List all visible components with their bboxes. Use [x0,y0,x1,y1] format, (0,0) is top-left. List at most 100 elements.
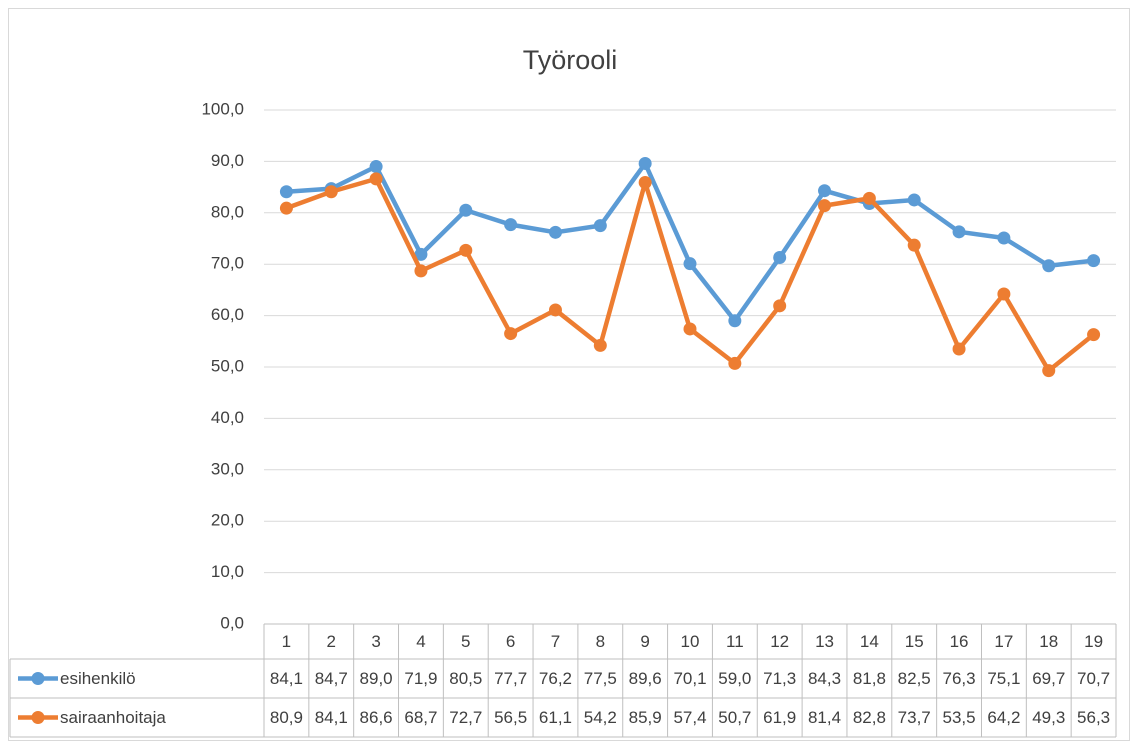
x-tick-label: 11 [726,632,744,651]
data-label: 84,7 [315,669,348,688]
data-label: 89,6 [629,669,662,688]
marker [773,251,787,265]
marker [459,243,473,257]
marker [997,287,1011,301]
data-label: 77,5 [584,669,617,688]
data-label: 57,4 [673,708,706,727]
marker [952,225,966,239]
data-label: 69,7 [1032,669,1065,688]
data-label: 82,8 [853,708,886,727]
marker [638,175,652,189]
marker [548,303,562,317]
marker [1042,259,1056,273]
x-tick-label: 14 [860,632,879,651]
data-label: 76,2 [539,669,572,688]
marker [683,322,697,336]
marker [638,156,652,170]
data-label: 61,1 [539,708,572,727]
x-tick-label: 17 [994,632,1013,651]
x-tick-label: 1 [282,632,291,651]
data-label: 84,1 [315,708,348,727]
x-tick-label: 9 [640,632,649,651]
y-tick-label: 20,0 [211,511,244,530]
x-tick-label: 4 [416,632,425,651]
marker [593,338,607,352]
data-label: 80,5 [449,669,482,688]
y-tick-label: 40,0 [211,408,244,427]
marker [369,172,383,186]
marker [907,238,921,252]
marker [414,247,428,261]
y-tick-label: 60,0 [211,305,244,324]
x-tick-label: 19 [1084,632,1103,651]
marker [324,185,338,199]
y-tick-label: 0,0 [220,613,244,632]
marker [414,264,428,278]
data-label: 81,8 [853,669,886,688]
chart-frame [8,8,1130,741]
marker [907,193,921,207]
data-label: 75,1 [987,669,1020,688]
marker [1087,254,1101,268]
y-tick-label: 50,0 [211,356,244,375]
marker [369,160,383,174]
marker [1042,364,1056,378]
x-tick-label: 7 [551,632,560,651]
marker [818,199,832,213]
data-label: 59,0 [718,669,751,688]
marker [997,231,1011,245]
marker [504,218,518,232]
marker [728,356,742,370]
x-tick-label: 8 [596,632,605,651]
data-label: 77,7 [494,669,527,688]
x-tick-label: 12 [770,632,789,651]
y-tick-label: 30,0 [211,459,244,478]
y-tick-label: 10,0 [211,562,244,581]
x-tick-label: 15 [905,632,924,651]
marker [279,185,293,199]
marker [593,219,607,233]
legend-key [31,711,45,724]
data-label: 82,5 [898,669,931,688]
y-tick-label: 70,0 [211,254,244,273]
marker [683,257,697,271]
marker [548,225,562,239]
x-tick-label: 13 [815,632,834,651]
chart-title: Työrooli [523,45,618,75]
x-tick-label: 18 [1039,632,1058,651]
marker [728,314,742,328]
data-label: 68,7 [404,708,437,727]
x-tick-label: 16 [950,632,969,651]
x-tick-label: 5 [461,632,470,651]
x-tick-label: 6 [506,632,515,651]
y-tick-label: 90,0 [211,151,244,170]
marker [504,327,518,341]
data-label: 53,5 [943,708,976,727]
data-label: 84,1 [270,669,303,688]
marker [818,184,832,198]
y-tick-label: 80,0 [211,202,244,221]
data-label: 70,7 [1077,669,1110,688]
data-label: 61,9 [763,708,796,727]
legend-key [31,672,45,685]
data-label: 56,5 [494,708,527,727]
data-label: 72,7 [449,708,482,727]
data-label: 86,6 [360,708,393,727]
legend-label: esihenkilö [60,669,136,688]
marker [773,299,787,313]
data-label: 73,7 [898,708,931,727]
marker [1087,328,1101,342]
marker [952,342,966,356]
data-label: 64,2 [987,708,1020,727]
x-tick-label: 10 [681,632,700,651]
y-tick-label: 100,0 [201,99,244,118]
data-label: 50,7 [718,708,751,727]
data-label: 49,3 [1032,708,1065,727]
data-label: 71,3 [763,669,796,688]
data-label: 89,0 [360,669,393,688]
legend-label: sairaanhoitaja [60,708,166,727]
data-label: 56,3 [1077,708,1110,727]
marker [279,201,293,215]
data-label: 84,3 [808,669,841,688]
